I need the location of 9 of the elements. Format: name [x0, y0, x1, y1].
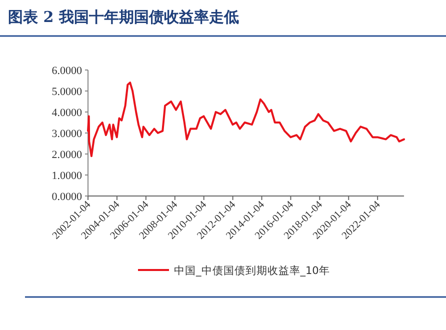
y-tick-label: 2.0000: [52, 149, 82, 161]
y-tick-label: 5.0000: [52, 86, 82, 98]
y-tick-label: 6.0000: [52, 65, 82, 77]
y-tick-label: 1.0000: [52, 170, 82, 182]
title: 图表 2 我国十年期国债收益率走低: [8, 8, 239, 26]
legend-label: 中国_中债国债到期收益率_10年: [174, 264, 330, 277]
y-tick-label: 4.0000: [52, 107, 82, 119]
y-tick-label: 3.0000: [52, 128, 82, 140]
y-tick-label: 0.0000: [52, 191, 82, 203]
